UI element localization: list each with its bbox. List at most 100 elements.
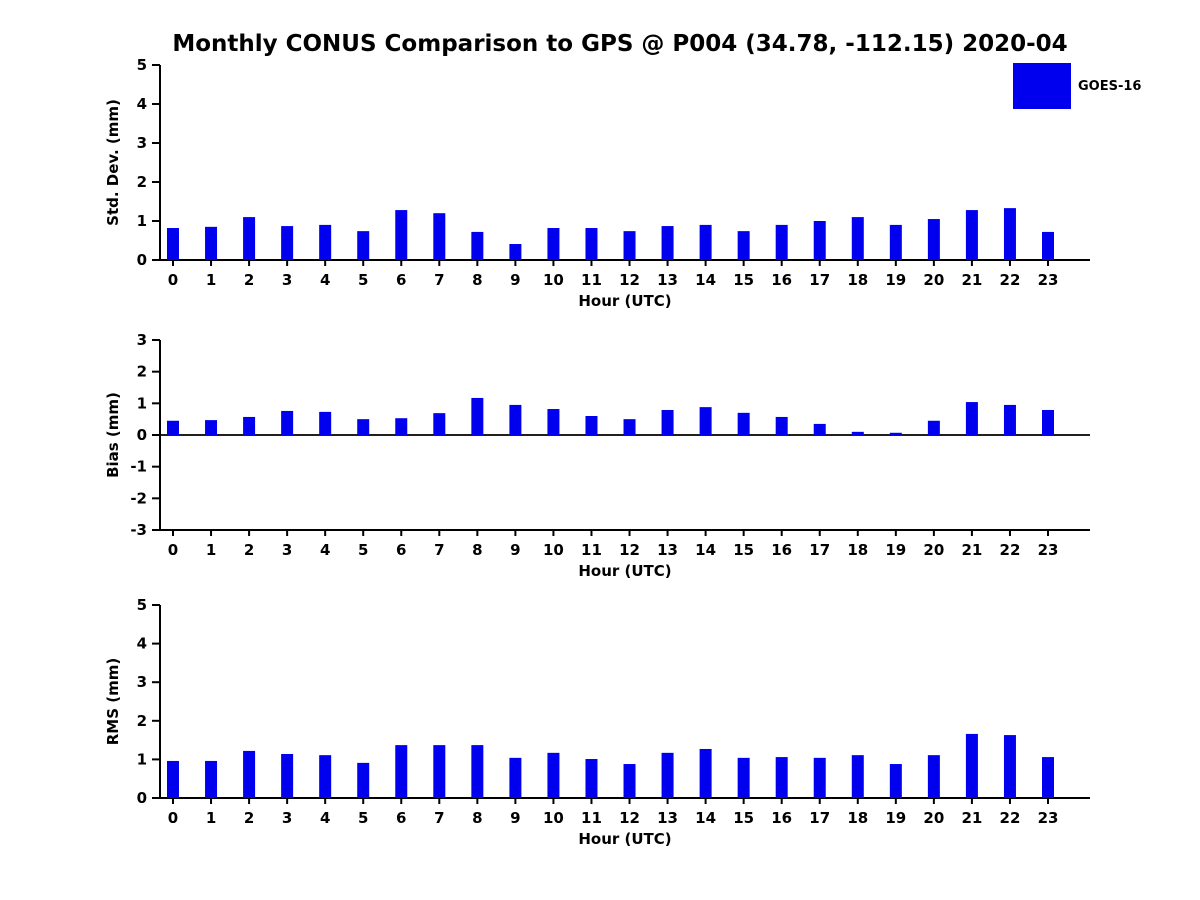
x-tick-label: 13 xyxy=(657,271,678,289)
bar xyxy=(509,404,522,435)
bar xyxy=(471,397,484,435)
bar xyxy=(927,219,940,260)
legend-swatch-goes16 xyxy=(1013,63,1071,109)
y-tick-label: 0 xyxy=(137,426,147,444)
bar xyxy=(737,231,750,260)
bar xyxy=(889,432,902,435)
bar xyxy=(471,745,484,798)
x-tick-label: 22 xyxy=(1000,541,1021,559)
bar xyxy=(357,231,370,260)
x-tick-label: 0 xyxy=(168,809,178,827)
bar xyxy=(813,757,826,798)
bar xyxy=(509,244,522,260)
x-tick-label: 8 xyxy=(472,271,482,289)
bar xyxy=(851,217,864,260)
bar xyxy=(737,757,750,798)
bar xyxy=(699,224,712,260)
bar xyxy=(965,210,978,260)
bar xyxy=(927,755,940,798)
bar xyxy=(699,748,712,798)
x-tick-label: 23 xyxy=(1038,809,1059,827)
x-tick-label: 16 xyxy=(771,271,792,289)
bar xyxy=(1042,409,1054,435)
x-tick-label: 16 xyxy=(771,541,792,559)
bar xyxy=(775,224,788,260)
bar xyxy=(357,762,370,798)
x-tick-label: 14 xyxy=(695,809,716,827)
bar xyxy=(1003,404,1016,435)
x-tick-label: 0 xyxy=(168,541,178,559)
legend: GOES-16 xyxy=(1013,63,1141,109)
x-tick-label: 15 xyxy=(733,809,754,827)
x-tick-label: 12 xyxy=(619,541,640,559)
x-axis-label: Hour (UTC) xyxy=(578,562,671,580)
chart-title: Monthly CONUS Comparison to GPS @ P004 (… xyxy=(172,31,1068,57)
x-tick-label: 20 xyxy=(923,809,944,827)
x-tick-label: 1 xyxy=(206,809,216,827)
x-tick-label: 2 xyxy=(244,809,254,827)
bar xyxy=(167,228,179,260)
bar xyxy=(205,226,218,260)
x-tick-label: 5 xyxy=(358,809,368,827)
x-tick-label: 22 xyxy=(1000,271,1021,289)
x-tick-label: 14 xyxy=(695,271,716,289)
x-tick-label: 2 xyxy=(244,271,254,289)
bar xyxy=(813,221,826,260)
x-tick-label: 11 xyxy=(581,541,602,559)
bar xyxy=(1042,231,1054,260)
x-tick-label: 20 xyxy=(923,541,944,559)
bar xyxy=(357,419,370,435)
bar xyxy=(889,764,902,798)
bar xyxy=(395,210,408,260)
bar xyxy=(623,764,636,798)
y-axis-label: Bias (mm) xyxy=(104,392,122,478)
x-tick-label: 9 xyxy=(510,271,520,289)
x-tick-label: 12 xyxy=(619,809,640,827)
x-tick-label: 18 xyxy=(847,809,868,827)
bar xyxy=(167,420,179,435)
y-tick-label: 1 xyxy=(137,394,147,412)
bar xyxy=(167,760,179,798)
bar xyxy=(281,410,294,435)
x-tick-label: 9 xyxy=(510,541,520,559)
bar xyxy=(319,224,332,260)
x-tick-label: 21 xyxy=(961,541,982,559)
x-tick-label: 11 xyxy=(581,809,602,827)
x-tick-label: 13 xyxy=(657,809,678,827)
x-tick-label: 4 xyxy=(320,541,330,559)
x-tick-label: 23 xyxy=(1038,541,1059,559)
y-tick-label: 5 xyxy=(137,596,147,614)
x-tick-label: 3 xyxy=(282,271,292,289)
x-tick-label: 2 xyxy=(244,541,254,559)
x-tick-label: 13 xyxy=(657,541,678,559)
bar xyxy=(623,231,636,260)
bar xyxy=(775,416,788,435)
x-tick-label: 17 xyxy=(809,809,830,827)
bar xyxy=(851,431,864,435)
bar xyxy=(927,420,940,435)
bar xyxy=(813,423,826,435)
y-tick-label: 0 xyxy=(137,251,147,269)
x-tick-label: 4 xyxy=(320,809,330,827)
y-tick-label: 2 xyxy=(137,712,147,730)
y-tick-label: 3 xyxy=(137,134,147,152)
x-tick-label: 22 xyxy=(1000,809,1021,827)
x-tick-label: 7 xyxy=(434,809,444,827)
bar xyxy=(965,733,978,798)
bar xyxy=(205,420,218,435)
x-tick-label: 5 xyxy=(358,541,368,559)
x-tick-label: 20 xyxy=(923,271,944,289)
bar xyxy=(1042,757,1054,798)
y-tick-label: 2 xyxy=(137,363,147,381)
bar xyxy=(851,755,864,798)
x-tick-label: 19 xyxy=(885,541,906,559)
bar xyxy=(661,409,674,435)
bar xyxy=(623,419,636,435)
x-tick-label: 17 xyxy=(809,541,830,559)
bar xyxy=(585,416,598,435)
x-tick-label: 3 xyxy=(282,541,292,559)
x-tick-label: 1 xyxy=(206,541,216,559)
bar xyxy=(433,745,446,798)
